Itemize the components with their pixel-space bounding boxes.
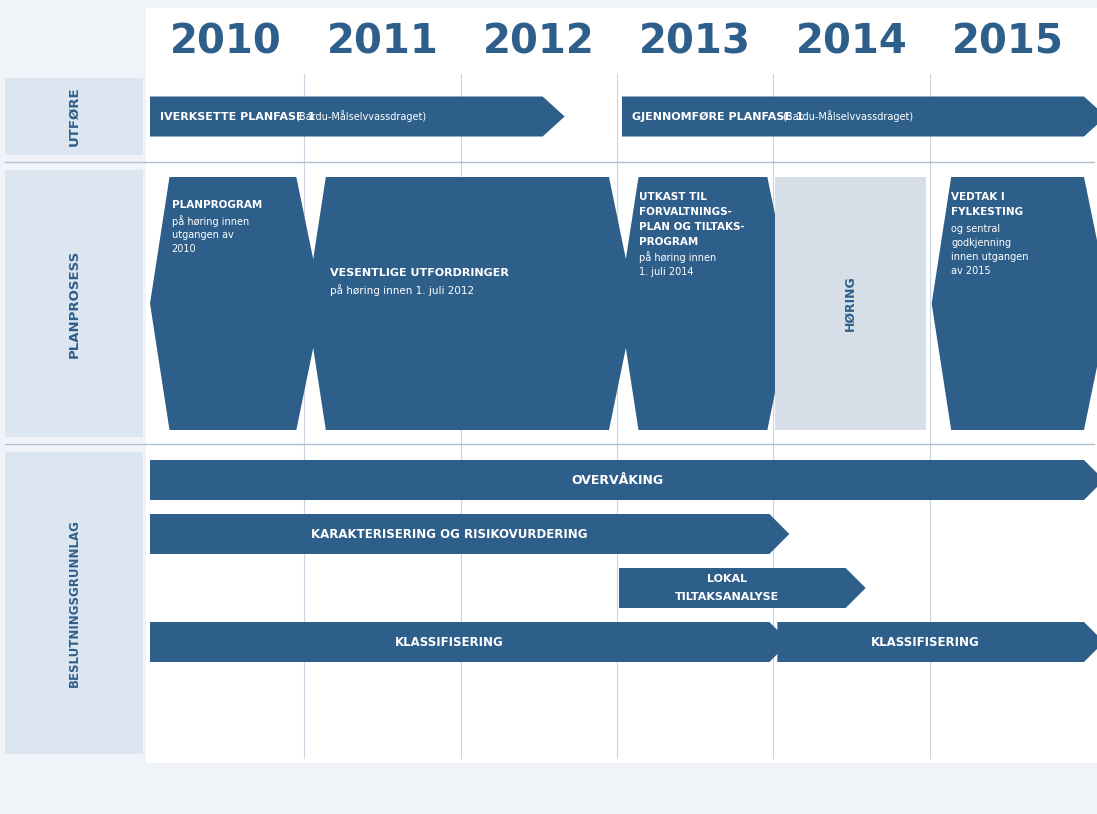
Text: VESENTLIGE UTFORDRINGER: VESENTLIGE UTFORDRINGER xyxy=(330,268,509,278)
Polygon shape xyxy=(150,622,790,662)
Polygon shape xyxy=(619,568,866,608)
Text: utgangen av: utgangen av xyxy=(171,230,234,240)
Bar xyxy=(5,170,143,437)
Text: og sentral: og sentral xyxy=(951,224,1000,234)
Polygon shape xyxy=(150,97,565,137)
Polygon shape xyxy=(619,177,793,430)
Text: PLANPROGRAM: PLANPROGRAM xyxy=(171,200,262,210)
Text: OVERVÅKING: OVERVÅKING xyxy=(570,474,663,487)
Text: KLASSIFISERING: KLASSIFISERING xyxy=(871,636,980,649)
Polygon shape xyxy=(150,514,790,554)
Text: 2014: 2014 xyxy=(795,22,907,62)
Polygon shape xyxy=(778,622,1097,662)
Text: KARAKTERISERING OG RISIKOVURDERING: KARAKTERISERING OG RISIKOVURDERING xyxy=(312,527,588,540)
Text: TILTAKSANALYSE: TILTAKSANALYSE xyxy=(676,592,780,602)
Bar xyxy=(5,78,143,155)
Text: VEDTAK I: VEDTAK I xyxy=(951,192,1005,202)
Text: IVERKSETTE PLANFASE 1: IVERKSETTE PLANFASE 1 xyxy=(160,112,315,121)
Text: 2013: 2013 xyxy=(640,22,751,62)
Text: (Bardu-Målselvvassdraget): (Bardu-Målselvvassdraget) xyxy=(782,111,913,122)
Text: 2010: 2010 xyxy=(171,244,196,254)
Text: på høring innen: på høring innen xyxy=(638,251,716,263)
Polygon shape xyxy=(622,97,1097,137)
Text: av 2015: av 2015 xyxy=(951,266,991,276)
Bar xyxy=(776,177,926,430)
Text: innen utgangen: innen utgangen xyxy=(951,252,1029,262)
Polygon shape xyxy=(306,177,635,430)
Text: 2011: 2011 xyxy=(327,22,439,62)
Text: 1. juli 2014: 1. juli 2014 xyxy=(638,267,693,277)
Text: på høring innen: på høring innen xyxy=(171,215,249,227)
Text: GJENNOMFØRE PLANFASE 1: GJENNOMFØRE PLANFASE 1 xyxy=(632,112,804,121)
Polygon shape xyxy=(150,177,323,430)
Text: UTKAST TIL: UTKAST TIL xyxy=(638,192,706,202)
Text: 2012: 2012 xyxy=(483,22,595,62)
Text: KLASSIFISERING: KLASSIFISERING xyxy=(395,636,504,649)
Text: godkjenning: godkjenning xyxy=(951,238,1011,248)
Text: BESLUTNINGSGRUNNLAG: BESLUTNINGSGRUNNLAG xyxy=(68,519,80,687)
Text: HØRING: HØRING xyxy=(844,276,857,331)
Polygon shape xyxy=(150,460,1097,500)
Bar xyxy=(5,452,143,754)
Text: 2015: 2015 xyxy=(952,22,1064,62)
Text: PROGRAM: PROGRAM xyxy=(638,237,698,247)
Text: PLAN OG TILTAKS-: PLAN OG TILTAKS- xyxy=(638,222,745,232)
Text: 2010: 2010 xyxy=(170,22,282,62)
Text: PLANPROSESS: PLANPROSESS xyxy=(68,249,80,357)
Polygon shape xyxy=(931,177,1097,430)
Text: på høring innen 1. juli 2012: på høring innen 1. juli 2012 xyxy=(330,284,474,296)
Text: (Bardu-Målselvvassdraget): (Bardu-Målselvvassdraget) xyxy=(295,111,426,122)
Bar xyxy=(146,8,1097,763)
Text: FORVALTNINGS-: FORVALTNINGS- xyxy=(638,207,732,217)
Text: UTFØRE: UTFØRE xyxy=(68,86,80,147)
Text: LOKAL: LOKAL xyxy=(708,574,747,584)
Text: FYLKESTING: FYLKESTING xyxy=(951,207,1024,217)
